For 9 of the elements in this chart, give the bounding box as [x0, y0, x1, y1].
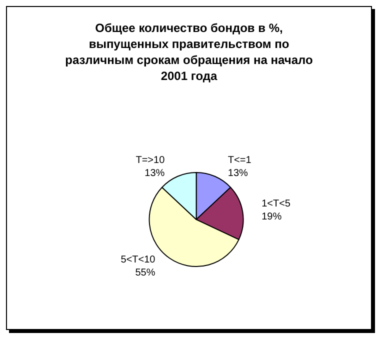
data-label: 13% [144, 168, 165, 180]
slice-label: T<=1 [228, 155, 252, 166]
data-label: 13% [228, 168, 248, 180]
slice-label: 1<T<5 [262, 198, 291, 210]
slice-label: 5<T<10 [120, 254, 156, 266]
data-label: 19% [262, 212, 282, 223]
data-label: 55% [135, 268, 156, 279]
chart-title: Общее количество бондов в %, выпущенных правительством по различным срокам обращения на начало 2001 года [65, 21, 313, 83]
slice-label: T=>10 [136, 155, 166, 166]
